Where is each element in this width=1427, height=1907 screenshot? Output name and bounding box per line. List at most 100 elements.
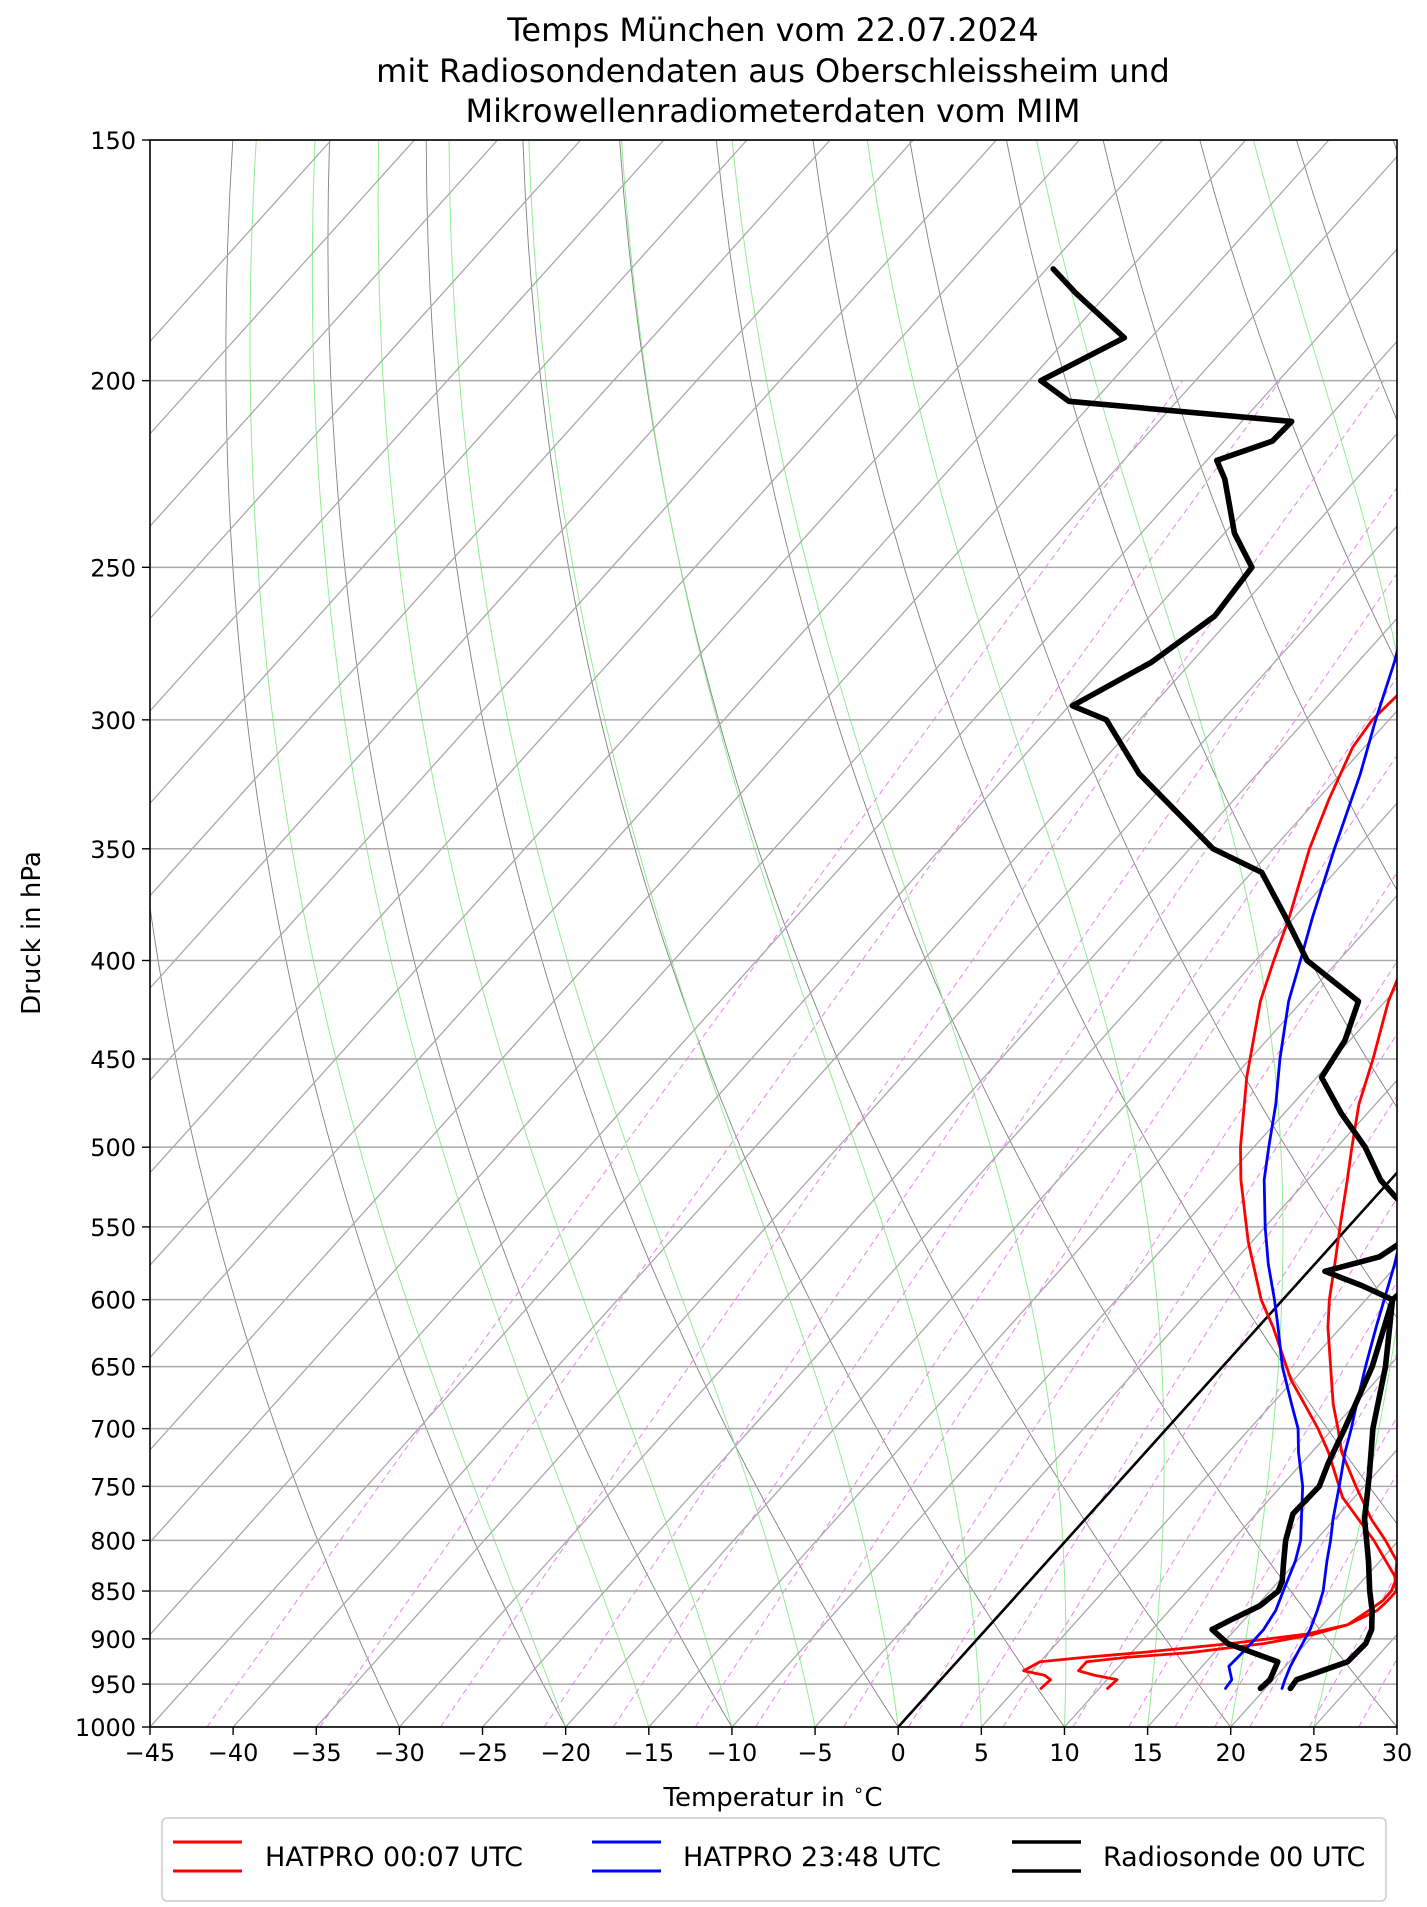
y-tick-label-11: 700 [90, 1416, 136, 1444]
plot-frame [149, 139, 1398, 1728]
moist-adiabat-8 [1036, 140, 1284, 1727]
isotherm-4 [150, 140, 665, 712]
chart-title-line-1: Temps München vom 22.07.2024 [506, 11, 1038, 49]
y-tick-label-14: 850 [90, 1578, 136, 1606]
y-tick-label-2: 250 [90, 554, 136, 582]
isotherm-22 [731, 987, 1397, 1727]
moist-adiabat-2 [377, 140, 733, 1727]
zero-degree-isotherm [897, 1170, 1397, 1727]
x-tick-label-15: 30 [1382, 1739, 1413, 1767]
isotherm-20 [565, 802, 1397, 1727]
isotherm-15 [150, 340, 1397, 1727]
y-tick-label-17: 1000 [75, 1714, 136, 1742]
isotherm-7 [150, 140, 914, 990]
x-tick-label-4: −25 [457, 1739, 508, 1767]
dry-adiabat-4 [522, 140, 1065, 1727]
isotherm-8 [150, 140, 997, 1082]
x-tick-label-0: −45 [125, 1739, 176, 1767]
series-0-dewpoint-line [1077, 693, 1397, 1690]
dry-adiabat-1 [225, 140, 567, 1727]
isotherm-1 [150, 140, 415, 435]
y-tick-label-13: 800 [90, 1527, 136, 1555]
series-2-dewpoint-line [1038, 266, 1397, 1692]
isotherm-18 [398, 617, 1397, 1727]
dry-adiabat-10 [1102, 140, 1397, 892]
x-tick-label-13: 20 [1215, 1739, 1246, 1767]
y-tick-label-12: 750 [90, 1473, 136, 1501]
y-tick-label-0: 150 [90, 127, 136, 155]
legend-label-radiosonde: Radiosonde 00 UTC [1103, 1842, 1365, 1873]
isotherm-17 [315, 525, 1397, 1727]
mixing-ratio-line-7 [843, 871, 1397, 1727]
y-axis-ticks: 150 200 250 300 350 400 450 500 550 600 650 700 750 8… [75, 127, 150, 1742]
x-tick-label-2: −35 [291, 1739, 342, 1767]
y-tick-label-16: 950 [90, 1671, 136, 1699]
legend: HATPRO 00:07 UTC HATPRO 23:48 UTC Radios… [161, 1817, 1387, 1902]
series-0-temperature-line [1022, 976, 1397, 1690]
y-tick-label-6: 450 [90, 1046, 136, 1074]
y-tick-label-15: 900 [90, 1626, 136, 1654]
y-tick-label-9: 600 [90, 1287, 136, 1315]
sounding-series [1022, 266, 1397, 1692]
legend-frame [161, 1817, 1387, 1902]
isotherm-13 [150, 155, 1397, 1544]
moist-adiabat-9 [1252, 140, 1397, 1727]
y-tick-label-1: 200 [90, 368, 136, 396]
series-1-dewpoint-line [1224, 646, 1397, 1690]
y-axis-label: Druck in hPa [17, 851, 47, 1015]
y-tick-label-5: 400 [90, 947, 136, 975]
dry-adiabat-2 [327, 140, 733, 1727]
moist-adiabat-0 [249, 140, 567, 1727]
isotherm-19 [482, 709, 1397, 1727]
x-tick-label-14: 25 [1299, 1739, 1330, 1767]
skewed-isotherms [150, 140, 1397, 1727]
legend-label-hatpro-2348: HATPRO 23:48 UTC [683, 1842, 941, 1873]
isotherm-2 [150, 140, 499, 528]
isotherm-10 [150, 140, 1164, 1267]
isotherm-9 [150, 140, 1080, 1174]
y-tick-label-10: 650 [90, 1354, 136, 1382]
isotherm-zero-line [897, 1170, 1397, 1727]
isotherm-16 [232, 432, 1397, 1727]
isotherm-11 [150, 140, 1247, 1359]
dry-adiabat-5 [619, 140, 1232, 1727]
dry-adiabat-3 [425, 140, 899, 1727]
x-tick-label-6: −15 [623, 1739, 674, 1767]
isotherm-23 [814, 1079, 1397, 1727]
dry-adiabats [150, 140, 1397, 1727]
x-tick-label-8: −5 [797, 1739, 832, 1767]
dry-adiabat-0 [150, 904, 400, 1727]
moist-adiabat-5 [621, 140, 982, 1727]
series-2-temperature-line [1287, 1292, 1397, 1692]
dry-adiabat-7 [812, 140, 1397, 1525]
series-1-temperature-line [1280, 1247, 1397, 1690]
isotherm-3 [150, 140, 582, 620]
moist-adiabat-1 [311, 140, 650, 1727]
moist-adiabats [249, 140, 1397, 1727]
isotherm-21 [648, 894, 1397, 1727]
dry-adiabat-9 [1005, 140, 1397, 1109]
moist-adiabat-4 [528, 140, 899, 1727]
x-tick-label-10: 5 [974, 1739, 989, 1767]
chart-title-line-2: mit Radiosondendaten aus Oberschleisshei… [376, 52, 1170, 90]
x-tick-label-5: −20 [540, 1739, 591, 1767]
plot-area [150, 140, 1397, 1727]
isotherm-24 [980, 1264, 1397, 1727]
pressure-gridlines [150, 140, 1397, 1727]
mixing-ratio-line-2 [440, 380, 1385, 1727]
y-tick-label-8: 550 [90, 1214, 136, 1242]
isotherm-26 [1147, 1448, 1397, 1727]
y-tick-label-3: 300 [90, 707, 136, 735]
isotherm-25 [1063, 1356, 1397, 1727]
legend-label-hatpro-0007: HATPRO 00:07 UTC [265, 1842, 523, 1873]
x-axis-label: Temperatur in ∘C [663, 1780, 883, 1813]
isotherm-6 [150, 140, 831, 897]
y-tick-label-7: 500 [90, 1134, 136, 1162]
moist-adiabat-6 [731, 140, 1067, 1727]
x-tick-label-3: −30 [374, 1739, 425, 1767]
x-axis-ticks: −45 −40 −35 −30 −25 −20 −15 −10 −5 0 5 10 15 20 25 30 [125, 1727, 1413, 1767]
moist-adiabat-3 [448, 140, 816, 1727]
isotherm-14 [150, 248, 1397, 1636]
x-tick-label-11: 10 [1049, 1739, 1080, 1767]
